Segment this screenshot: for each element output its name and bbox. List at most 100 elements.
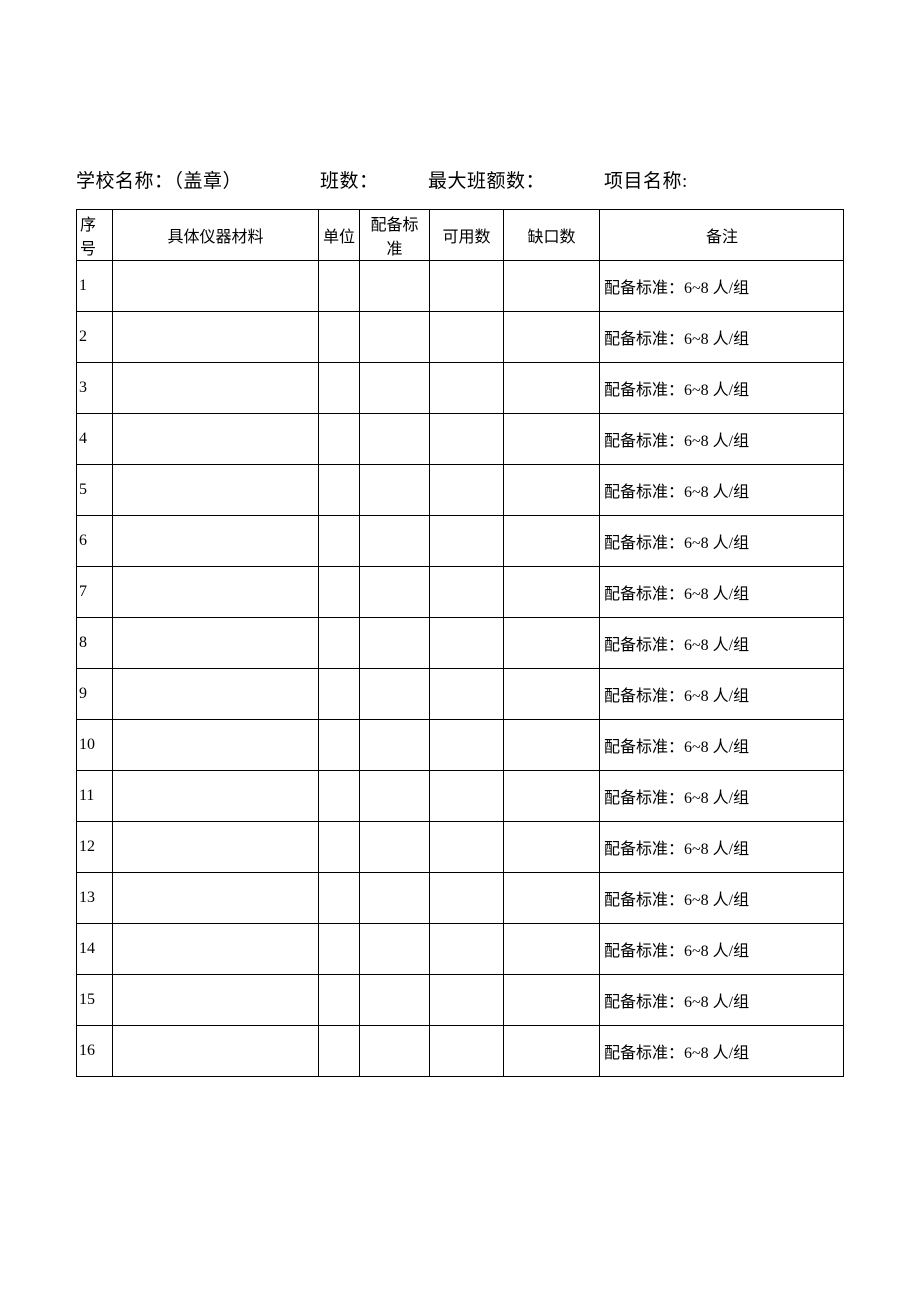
cell-note: 配备标准：6~8 人/组 [600, 975, 844, 1026]
cell-seq: 6 [77, 516, 113, 567]
col-header-item: 具体仪器材料 [113, 210, 319, 261]
cell-standard [360, 669, 430, 720]
cell-note: 配备标准：6~8 人/组 [600, 618, 844, 669]
cell-shortfall [504, 261, 600, 312]
cell-available [430, 669, 504, 720]
table-row: 8 配备标准：6~8 人/组 [77, 618, 844, 669]
cell-item [113, 669, 319, 720]
cell-item [113, 261, 319, 312]
cell-unit [319, 924, 360, 975]
school-name-label: 学校名称：（盖章） [76, 166, 320, 193]
col-header-unit: 单位 [319, 210, 360, 261]
cell-available [430, 720, 504, 771]
cell-unit [319, 516, 360, 567]
table-row: 2 配备标准：6~8 人/组 [77, 312, 844, 363]
table-row: 5 配备标准：6~8 人/组 [77, 465, 844, 516]
cell-standard [360, 1026, 430, 1077]
cell-standard [360, 873, 430, 924]
cell-item [113, 720, 319, 771]
cell-seq: 11 [77, 771, 113, 822]
cell-seq: 15 [77, 975, 113, 1026]
table-row: 16 配备标准：6~8 人/组 [77, 1026, 844, 1077]
table-row: 13 配备标准：6~8 人/组 [77, 873, 844, 924]
cell-seq: 5 [77, 465, 113, 516]
cell-shortfall [504, 618, 600, 669]
cell-shortfall [504, 771, 600, 822]
cell-available [430, 771, 504, 822]
table-row: 10 配备标准：6~8 人/组 [77, 720, 844, 771]
cell-shortfall [504, 924, 600, 975]
cell-standard [360, 924, 430, 975]
table-row: 1配备标准：6~8 人/组 [77, 261, 844, 312]
cell-item [113, 924, 319, 975]
cell-note: 配备标准：6~8 人/组 [600, 363, 844, 414]
project-name-label: 项目名称: [604, 166, 688, 193]
cell-unit [319, 1026, 360, 1077]
cell-note: 配备标准：6~8 人/组 [600, 567, 844, 618]
cell-unit [319, 720, 360, 771]
cell-unit [319, 414, 360, 465]
table-row: 4配备标准：6~8 人/组 [77, 414, 844, 465]
cell-shortfall [504, 669, 600, 720]
cell-note: 配备标准：6~8 人/组 [600, 516, 844, 567]
cell-available [430, 1026, 504, 1077]
cell-standard [360, 516, 430, 567]
equipment-table: 序号 具体仪器材料 单位 配备标准 可用数 缺口数 备注 1配备标准：6~8 人… [76, 209, 844, 1077]
cell-shortfall [504, 1026, 600, 1077]
cell-shortfall [504, 567, 600, 618]
cell-standard [360, 465, 430, 516]
cell-seq: 7 [77, 567, 113, 618]
cell-note: 配备标准：6~8 人/组 [600, 771, 844, 822]
table-row: 12配备标准：6~8 人/组 [77, 822, 844, 873]
document-page: 学校名称：（盖章） 班数： 最大班额数： 项目名称: 序号 具体仪器材料 单位 … [0, 0, 920, 1077]
cell-note: 配备标准：6~8 人/组 [600, 669, 844, 720]
cell-seq: 14 [77, 924, 113, 975]
cell-shortfall [504, 414, 600, 465]
cell-available [430, 312, 504, 363]
col-header-shortfall: 缺口数 [504, 210, 600, 261]
cell-item [113, 975, 319, 1026]
class-count-label: 班数： [320, 166, 428, 193]
cell-seq: 13 [77, 873, 113, 924]
cell-seq: 12 [77, 822, 113, 873]
cell-seq: 8 [77, 618, 113, 669]
cell-item [113, 618, 319, 669]
cell-available [430, 924, 504, 975]
cell-note: 配备标准：6~8 人/组 [600, 465, 844, 516]
cell-available [430, 363, 504, 414]
cell-standard [360, 312, 430, 363]
cell-unit [319, 312, 360, 363]
cell-note: 配备标准：6~8 人/组 [600, 312, 844, 363]
cell-shortfall [504, 720, 600, 771]
cell-item [113, 873, 319, 924]
cell-available [430, 975, 504, 1026]
cell-item [113, 567, 319, 618]
table-header-row: 序号 具体仪器材料 单位 配备标准 可用数 缺口数 备注 [77, 210, 844, 261]
cell-unit [319, 465, 360, 516]
cell-seq: 9 [77, 669, 113, 720]
cell-note: 配备标准：6~8 人/组 [600, 924, 844, 975]
cell-unit [319, 618, 360, 669]
cell-note: 配备标准：6~8 人/组 [600, 873, 844, 924]
cell-note: 配备标准：6~8 人/组 [600, 1026, 844, 1077]
table-row: 14 配备标准：6~8 人/组 [77, 924, 844, 975]
cell-standard [360, 618, 430, 669]
cell-unit [319, 873, 360, 924]
col-header-note: 备注 [600, 210, 844, 261]
cell-item [113, 414, 319, 465]
cell-note: 配备标准：6~8 人/组 [600, 720, 844, 771]
cell-seq: 16 [77, 1026, 113, 1077]
cell-shortfall [504, 465, 600, 516]
cell-standard [360, 720, 430, 771]
cell-available [430, 618, 504, 669]
cell-item [113, 312, 319, 363]
cell-unit [319, 975, 360, 1026]
cell-unit [319, 261, 360, 312]
cell-seq: 10 [77, 720, 113, 771]
cell-seq: 4 [77, 414, 113, 465]
cell-standard [360, 261, 430, 312]
cell-unit [319, 669, 360, 720]
cell-standard [360, 822, 430, 873]
cell-seq: 2 [77, 312, 113, 363]
table-row: 11 配备标准：6~8 人/组 [77, 771, 844, 822]
